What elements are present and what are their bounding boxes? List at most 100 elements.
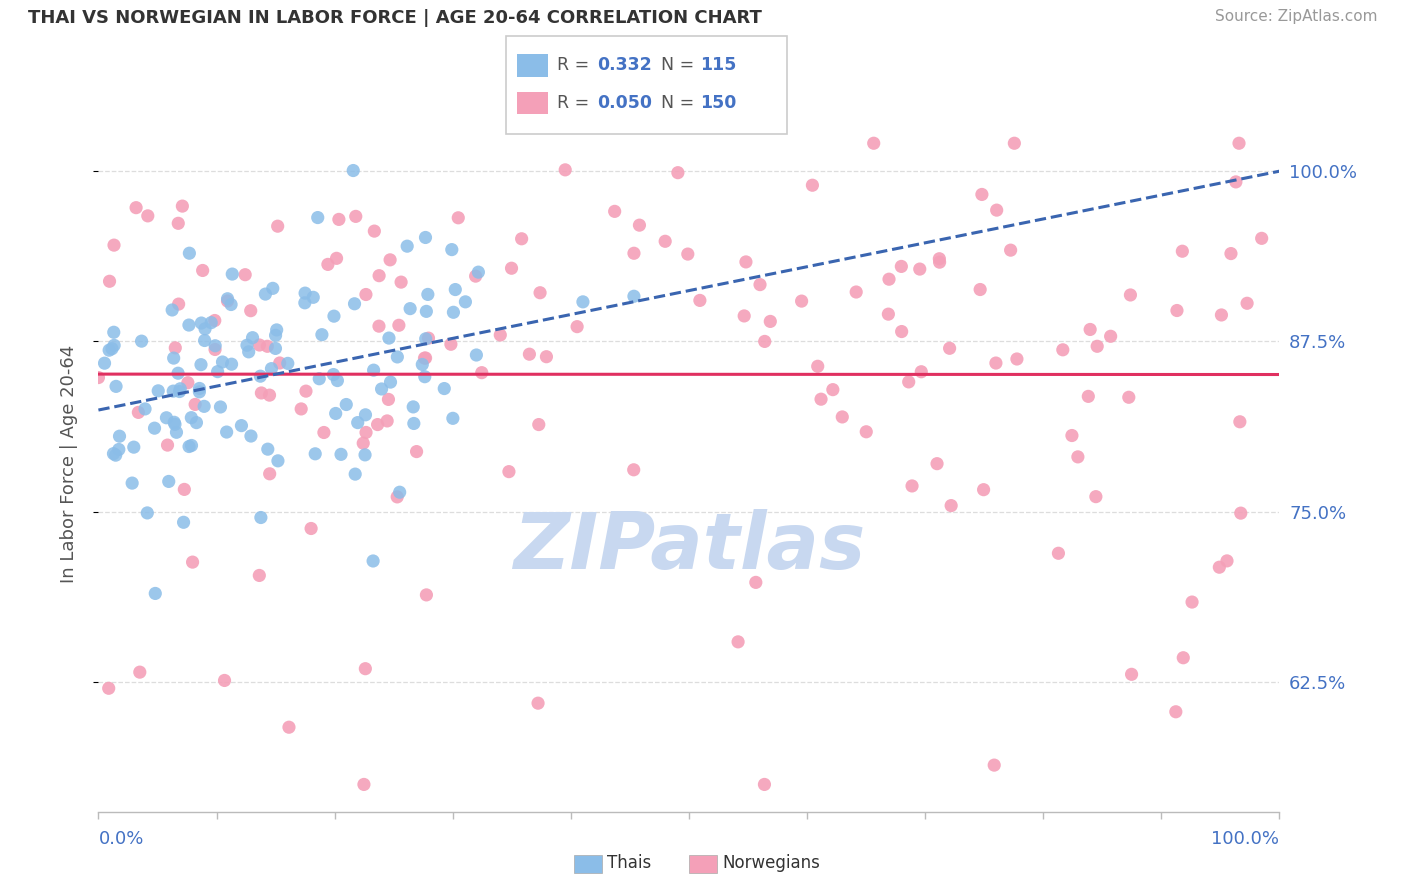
Point (98, 343, 121, 358)
Point (1173, 650, 1195, 665)
Point (167, 366, 190, 380)
Point (1229, 415, 1251, 429)
Point (377, 392, 399, 407)
Point (855, 425, 877, 439)
Point (249, 338, 271, 352)
Point (402, 400, 425, 414)
Text: 115: 115 (700, 56, 737, 74)
Point (471, 366, 494, 380)
Point (259, 388, 281, 402)
Point (352, 436, 374, 450)
Point (157, 475, 180, 489)
Point (299, 521, 322, 535)
Point (177, 318, 200, 332)
Point (519, 347, 541, 361)
Point (322, 368, 344, 382)
Point (122, 440, 145, 454)
Text: 0.0%: 0.0% (98, 830, 143, 847)
Point (361, 554, 384, 568)
Point (87, 370, 110, 384)
Point (969, 283, 991, 297)
Point (180, 410, 202, 425)
Point (527, 417, 550, 432)
Point (254, 287, 277, 301)
Point (191, 263, 214, 277)
Point (103, 447, 125, 461)
Point (166, 425, 188, 440)
Point (727, 635, 749, 649)
Point (316, 257, 339, 271)
Point (370, 382, 392, 396)
Point (328, 212, 350, 227)
Point (565, 319, 588, 334)
Point (148, 384, 170, 398)
Point (402, 417, 425, 431)
Text: N =: N = (661, 94, 695, 112)
Point (415, 588, 437, 602)
Point (1211, 308, 1233, 322)
Point (165, 341, 187, 355)
Point (188, 381, 211, 395)
Point (387, 490, 409, 504)
Point (294, 286, 316, 301)
Point (260, 361, 283, 376)
Point (136, 506, 159, 520)
Text: Source: ZipAtlas.com: Source: ZipAtlas.com (1215, 9, 1378, 24)
Text: 150: 150 (700, 94, 737, 112)
Point (179, 246, 201, 260)
Point (387, 350, 409, 364)
Point (1005, 351, 1028, 366)
Point (554, 162, 576, 177)
Point (623, 246, 645, 260)
Point (810, 392, 832, 407)
Point (413, 369, 436, 384)
Text: 0.050: 0.050 (598, 94, 652, 112)
Point (354, 662, 377, 676)
Point (378, 252, 401, 267)
Point (200, 316, 222, 330)
Point (498, 465, 520, 479)
Point (1060, 428, 1083, 442)
Point (973, 483, 995, 497)
Point (127, 405, 149, 419)
Point (910, 365, 932, 379)
Point (654, 235, 676, 249)
Point (433, 382, 456, 396)
Point (98, 274, 121, 288)
Point (190, 358, 212, 372)
Text: R =: R = (557, 94, 589, 112)
Point (363, 363, 385, 377)
Point (877, 307, 900, 321)
Point (169, 384, 191, 399)
Point (1171, 244, 1194, 259)
Point (1181, 595, 1204, 609)
Point (162, 384, 184, 398)
Point (184, 397, 207, 411)
Point (1119, 288, 1142, 302)
Point (143, 586, 166, 600)
Point (160, 302, 183, 317)
Point (204, 339, 226, 353)
Point (354, 425, 377, 440)
Point (143, 421, 166, 435)
Point (204, 343, 226, 357)
Point (103, 238, 125, 252)
Point (256, 339, 278, 353)
Point (250, 510, 273, 524)
Point (1164, 705, 1187, 719)
Point (103, 325, 125, 339)
Point (247, 568, 270, 582)
Point (97, 681, 120, 696)
Point (221, 357, 243, 371)
Point (1220, 246, 1243, 260)
Point (536, 350, 558, 364)
Point (986, 203, 1008, 218)
Point (367, 417, 389, 432)
Point (267, 219, 290, 234)
Point (304, 447, 326, 461)
Point (1250, 231, 1272, 245)
Point (294, 295, 316, 310)
Point (416, 287, 439, 301)
Point (188, 384, 211, 399)
Text: 0.332: 0.332 (598, 56, 652, 74)
